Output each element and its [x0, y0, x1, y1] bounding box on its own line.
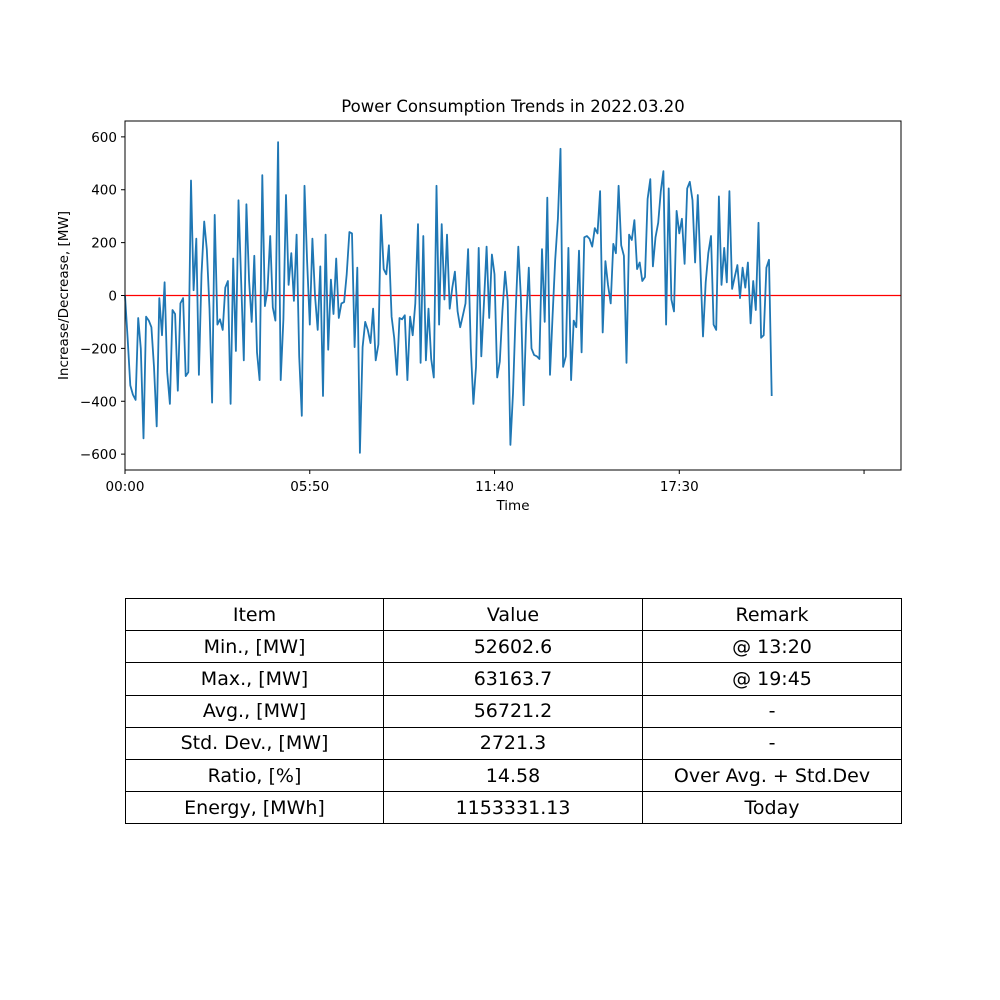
plot-area-frame	[124, 120, 902, 471]
series-line	[124, 141, 773, 454]
cell-value: 56721.2	[383, 694, 643, 728]
cell-value: 14.58	[383, 758, 643, 793]
table-row: Min., [MW] 52602.6 @ 13:20	[125, 630, 902, 664]
y-axis: 600 400 200 0 −200 −400 −600	[80, 130, 125, 463]
x-tick-label: 05:50	[290, 479, 329, 495]
cell-item: Energy, [MWh]	[125, 791, 384, 825]
table-row: Avg., [MW] 56721.2 -	[125, 694, 902, 728]
cell-value: 63163.7	[383, 662, 643, 696]
cell-value: 1153331.13	[383, 791, 643, 825]
table-header-row: Item Value Remark	[125, 597, 902, 632]
y-tick-label: 600	[91, 130, 117, 146]
header-item: Item	[125, 597, 384, 632]
statistics-table: Item Value Remark Min., [MW] 52602.6 @ 1…	[125, 597, 902, 825]
cell-value: 52602.6	[383, 630, 643, 664]
chart-title: Power Consumption Trends in 2022.03.20	[341, 97, 684, 116]
y-tick-label: −200	[80, 341, 117, 357]
y-tick-label: −600	[80, 447, 117, 463]
y-tick-label: −400	[80, 394, 117, 410]
cell-item: Ratio, [%]	[125, 758, 384, 793]
x-tick-label: 00:00	[106, 479, 145, 495]
x-tick-label: 11:40	[475, 479, 514, 495]
series-layer	[124, 141, 773, 454]
header-remark: Remark	[642, 597, 902, 632]
x-axis-label: Time	[495, 498, 529, 514]
cell-remark: Over Avg. + Std.Dev	[642, 758, 902, 793]
cell-item: Avg., [MW]	[125, 694, 384, 728]
cell-remark: -	[642, 694, 902, 728]
cell-remark: Today	[642, 791, 902, 825]
table-row: Std. Dev., [MW] 2721.3 -	[125, 726, 902, 760]
y-tick-label: 0	[108, 289, 117, 305]
cell-item: Max., [MW]	[125, 662, 384, 696]
x-tick-label: 17:30	[660, 479, 699, 495]
table-row: Energy, [MWh] 1153331.13 Today	[125, 791, 902, 825]
table-row: Max., [MW] 63163.7 @ 19:45	[125, 662, 902, 696]
cell-remark: @ 19:45	[642, 662, 902, 696]
cell-remark: @ 13:20	[642, 630, 902, 664]
line-chart: Power Consumption Trends in 2022.03.20 6…	[56, 97, 902, 514]
cell-remark: -	[642, 726, 902, 760]
y-axis-label: Increase/Decrease, [MW]	[56, 211, 72, 380]
y-tick-label: 200	[91, 236, 117, 252]
cell-item: Min., [MW]	[125, 630, 384, 664]
table-row: Ratio, [%] 14.58 Over Avg. + Std.Dev	[125, 758, 902, 793]
header-value: Value	[383, 597, 643, 632]
cell-item: Std. Dev., [MW]	[125, 726, 384, 760]
x-axis: 00:00 05:50 11:40 17:30	[106, 470, 865, 495]
cell-value: 2721.3	[383, 726, 643, 760]
y-tick-label: 400	[91, 183, 117, 199]
